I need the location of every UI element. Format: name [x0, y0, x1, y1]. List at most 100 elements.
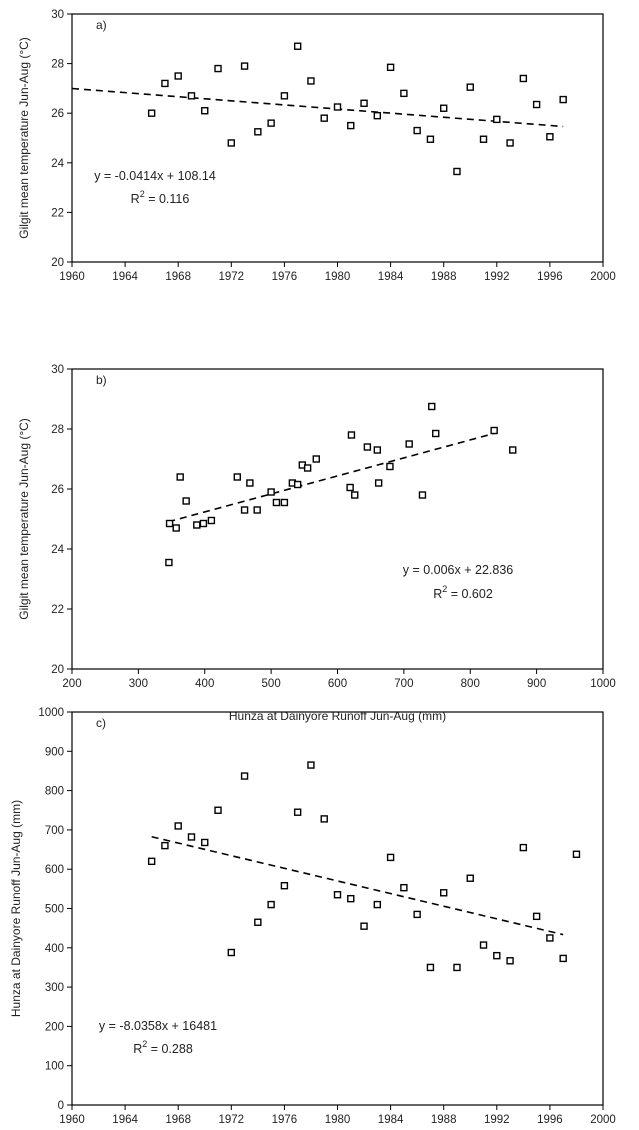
x-tick-label: 600: [328, 678, 347, 690]
data-point: [506, 957, 514, 965]
data-point: [440, 889, 448, 897]
data-point: [233, 473, 241, 481]
y-tick-label: 30: [51, 9, 64, 21]
data-point: [333, 891, 342, 899]
chart-panel-2: 200 300 400 500 600 700 800 900 1000 20 22 24 26 28 30…: [17, 364, 616, 723]
data-point: [227, 948, 236, 957]
data-point: [347, 894, 355, 903]
data-point: [479, 941, 488, 949]
data-point: [187, 92, 196, 100]
r-squared-annotation: R2 = 0.116: [131, 189, 190, 206]
y-tick-label: 22: [51, 207, 64, 219]
data-point: [267, 488, 275, 496]
data-point: [466, 83, 474, 91]
x-tick-label: 1976: [272, 1114, 298, 1126]
data-point: [493, 115, 501, 124]
data-point: [453, 963, 461, 972]
data-point: [479, 135, 488, 143]
r-squared-value: = 0.288: [147, 1042, 193, 1056]
data-point: [360, 99, 368, 107]
data-point: [147, 109, 156, 117]
x-tick-label: 1980: [325, 271, 351, 283]
x-tick-label: 800: [461, 678, 480, 690]
data-point: [280, 882, 289, 890]
data-point: [466, 874, 474, 882]
data-point: [165, 558, 173, 567]
data-point: [400, 883, 408, 892]
data-point: [559, 95, 567, 104]
plot-frame: [71, 13, 604, 263]
x-tick-label: 300: [129, 678, 148, 690]
data-point: [418, 491, 427, 499]
y-tick-label: 28: [51, 59, 64, 71]
x-tick-label: 1992: [484, 271, 510, 283]
x-tick-label: 1984: [378, 271, 404, 283]
x-tick-label: 1964: [112, 1114, 138, 1126]
data-point: [386, 462, 394, 471]
x-tick-label: 1992: [484, 1114, 510, 1126]
data-point: [253, 506, 261, 514]
y-tick-label: 800: [45, 786, 64, 798]
x-tick-label: 1972: [219, 271, 245, 283]
data-point: [147, 857, 156, 866]
data-point: [559, 954, 567, 963]
data-point: [201, 838, 209, 847]
data-point: [254, 918, 262, 926]
y-tick-label: 24: [51, 544, 64, 556]
data-point: [214, 64, 222, 73]
data-point: [360, 922, 368, 930]
x-tick-label: 700: [394, 678, 413, 690]
data-point: [199, 519, 208, 528]
y-tick-label: 900: [45, 746, 64, 758]
data-point: [172, 524, 180, 532]
superscript-2: 2: [140, 189, 145, 199]
data-point: [363, 443, 372, 451]
data-point: [519, 843, 528, 852]
x-tick-label: 500: [262, 678, 281, 690]
data-point: [320, 114, 328, 122]
panel-label: b): [96, 373, 107, 387]
data-point: [193, 521, 201, 529]
data-point: [240, 506, 249, 514]
data-point: [347, 431, 356, 439]
trend-line: [168, 431, 498, 523]
data-point: [386, 853, 395, 862]
data-point: [240, 62, 249, 70]
x-tick-label: 900: [527, 678, 546, 690]
data-point: [280, 92, 289, 100]
x-tick-label: 1988: [431, 1114, 457, 1126]
x-tick-label: 1968: [165, 1114, 191, 1126]
data-point: [374, 479, 383, 487]
x-tick-label: 1980: [325, 1114, 351, 1126]
data-point: [320, 815, 328, 823]
data-point: [509, 446, 517, 454]
x-tick-label: 1988: [431, 271, 457, 283]
x-tick-label: 1960: [59, 1114, 85, 1126]
x-tick-label: 1000: [590, 678, 616, 690]
data-point: [440, 104, 448, 112]
data-point: [293, 808, 302, 816]
data-point: [405, 440, 413, 448]
data-point: [227, 139, 236, 147]
y-tick-label: 400: [45, 943, 64, 955]
data-point: [493, 951, 501, 960]
y-tick-label: 24: [51, 158, 64, 170]
data-point: [161, 79, 169, 88]
data-point: [426, 135, 435, 143]
x-tick-label: 1960: [59, 271, 85, 283]
y-tick-label: 28: [51, 424, 64, 436]
y-tick-label: 500: [45, 904, 64, 916]
data-point: [386, 63, 395, 72]
data-point: [201, 107, 209, 115]
data-point: [428, 402, 436, 411]
y-tick-label: 26: [51, 108, 64, 120]
data-point: [572, 850, 581, 858]
superscript-2: 2: [442, 584, 447, 594]
y-tick-label: 30: [51, 364, 64, 376]
y-tick-label: 20: [51, 257, 64, 269]
y-tick-label: 300: [45, 982, 64, 994]
data-point: [532, 912, 541, 921]
chart-panel-3: 1960 1964 1968 1972 1976 1980 1984 1988 1992 1996…: [9, 707, 616, 1126]
y-tick-label: 20: [51, 664, 64, 676]
